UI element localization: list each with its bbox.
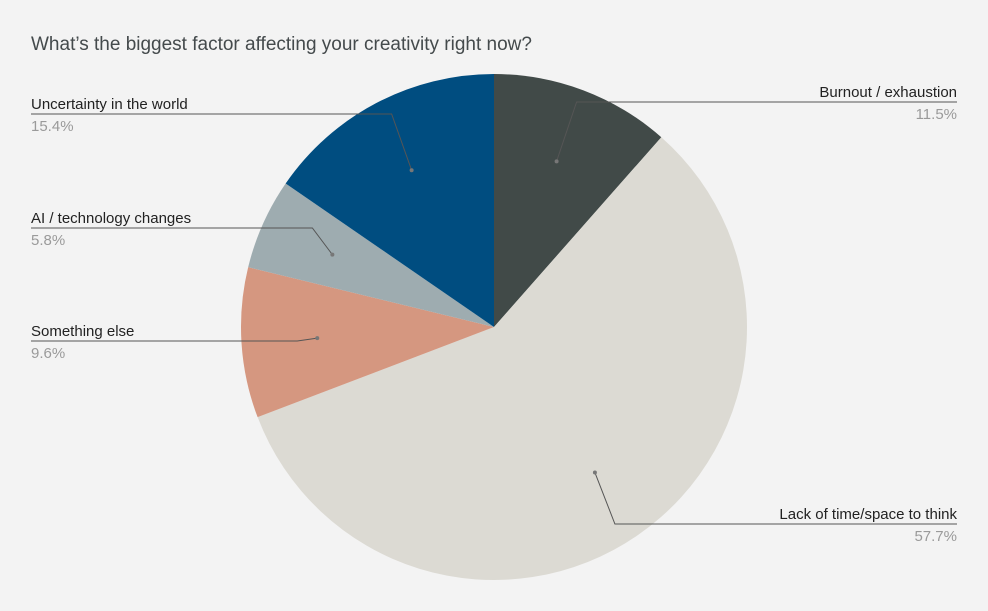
slice-label-something-else: Something else — [31, 323, 134, 340]
leader-line-something-else — [31, 337, 318, 342]
slice-label-lack-of-time-space-to-think: Lack of time/space to think — [779, 506, 957, 523]
pie-labels: Burnout / exhaustion 11.5% Lack of time/sp… — [31, 84, 957, 545]
leader-line-lack-of-time-space-to-think — [594, 472, 957, 525]
leader-line-burnout-exhaustion — [556, 101, 957, 162]
chart-title: What’s the biggest factor affecting your… — [31, 34, 532, 55]
pie-slice-something-else — [241, 267, 494, 418]
slice-value-lack-of-time-space-to-think: 57.7% — [914, 528, 957, 545]
leader-dot-burnout-exhaustion — [554, 159, 559, 164]
leader-line-uncertainty-in-the-world — [31, 113, 413, 171]
slice-value-ai-technology-changes: 5.8% — [31, 232, 65, 249]
pie-slice-lack-of-time-space-to-think — [257, 137, 747, 580]
leader-dot-uncertainty-in-the-world — [409, 168, 414, 173]
leader-dot-something-else — [315, 336, 320, 341]
slice-value-burnout-exhaustion: 11.5% — [916, 106, 957, 123]
slice-label-uncertainty-in-the-world: Uncertainty in the world — [31, 96, 188, 113]
leader-dot-ai-technology-changes — [330, 252, 335, 257]
pie-slices — [241, 74, 747, 580]
slice-label-burnout-exhaustion: Burnout / exhaustion — [819, 84, 957, 101]
pie-slice-burnout-exhaustion — [494, 74, 662, 327]
pie-slice-ai-technology-changes — [248, 183, 494, 327]
pie-slice-uncertainty-in-the-world — [285, 74, 494, 327]
leader-dot-lack-of-time-space-to-think — [592, 470, 597, 475]
slice-value-something-else: 9.6% — [31, 345, 65, 362]
slice-label-ai-technology-changes: AI / technology changes — [31, 210, 191, 227]
slice-value-uncertainty-in-the-world: 15.4% — [31, 118, 74, 135]
leader-line-ai-technology-changes — [31, 227, 333, 255]
